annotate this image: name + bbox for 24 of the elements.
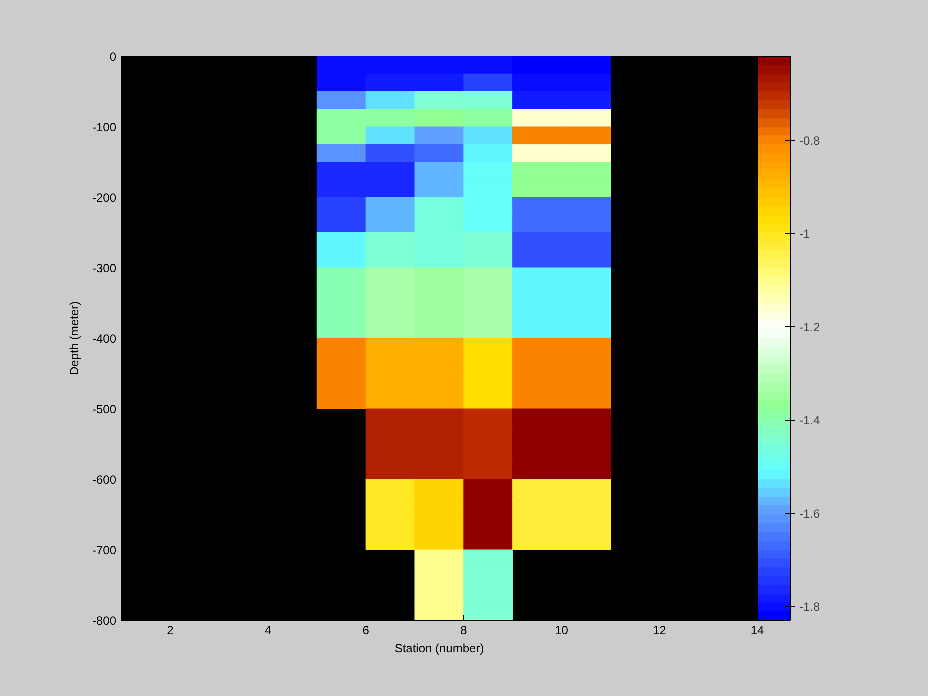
color-bar-label: -1.2	[800, 320, 821, 334]
color-bar-label: -1	[800, 227, 810, 242]
y-tick-label: -200	[92, 191, 117, 205]
color-bar-label: -1.6	[800, 506, 821, 521]
x-tick-label: 10	[555, 624, 569, 638]
color-bar-label: -0.8	[800, 134, 821, 148]
y-tick-label: -300	[92, 262, 117, 276]
x-tick-label: 4	[264, 624, 272, 638]
y-tick-label: -400	[92, 332, 117, 346]
y-tick-label: -700	[92, 544, 117, 558]
x-tick-label: 2	[167, 624, 174, 638]
y-tick-label: -600	[92, 473, 117, 487]
x-tick-label: 8	[460, 624, 468, 638]
x-tick-label: 14	[750, 624, 764, 638]
x-tick-label: 12	[652, 624, 667, 638]
y-axis-title: Depth (meter)	[67, 301, 82, 376]
y-tick-label: 0	[110, 50, 117, 64]
x-axis-title: Station (number)	[394, 642, 484, 656]
x-tick-label: 6	[362, 624, 370, 638]
y-tick-label: -800	[92, 614, 117, 628]
y-tick-label: -100	[92, 120, 117, 134]
y-tick-label: -500	[92, 402, 117, 416]
color-bar-label: -1.4	[800, 414, 821, 428]
color-bar-label: -1.8	[800, 600, 821, 614]
